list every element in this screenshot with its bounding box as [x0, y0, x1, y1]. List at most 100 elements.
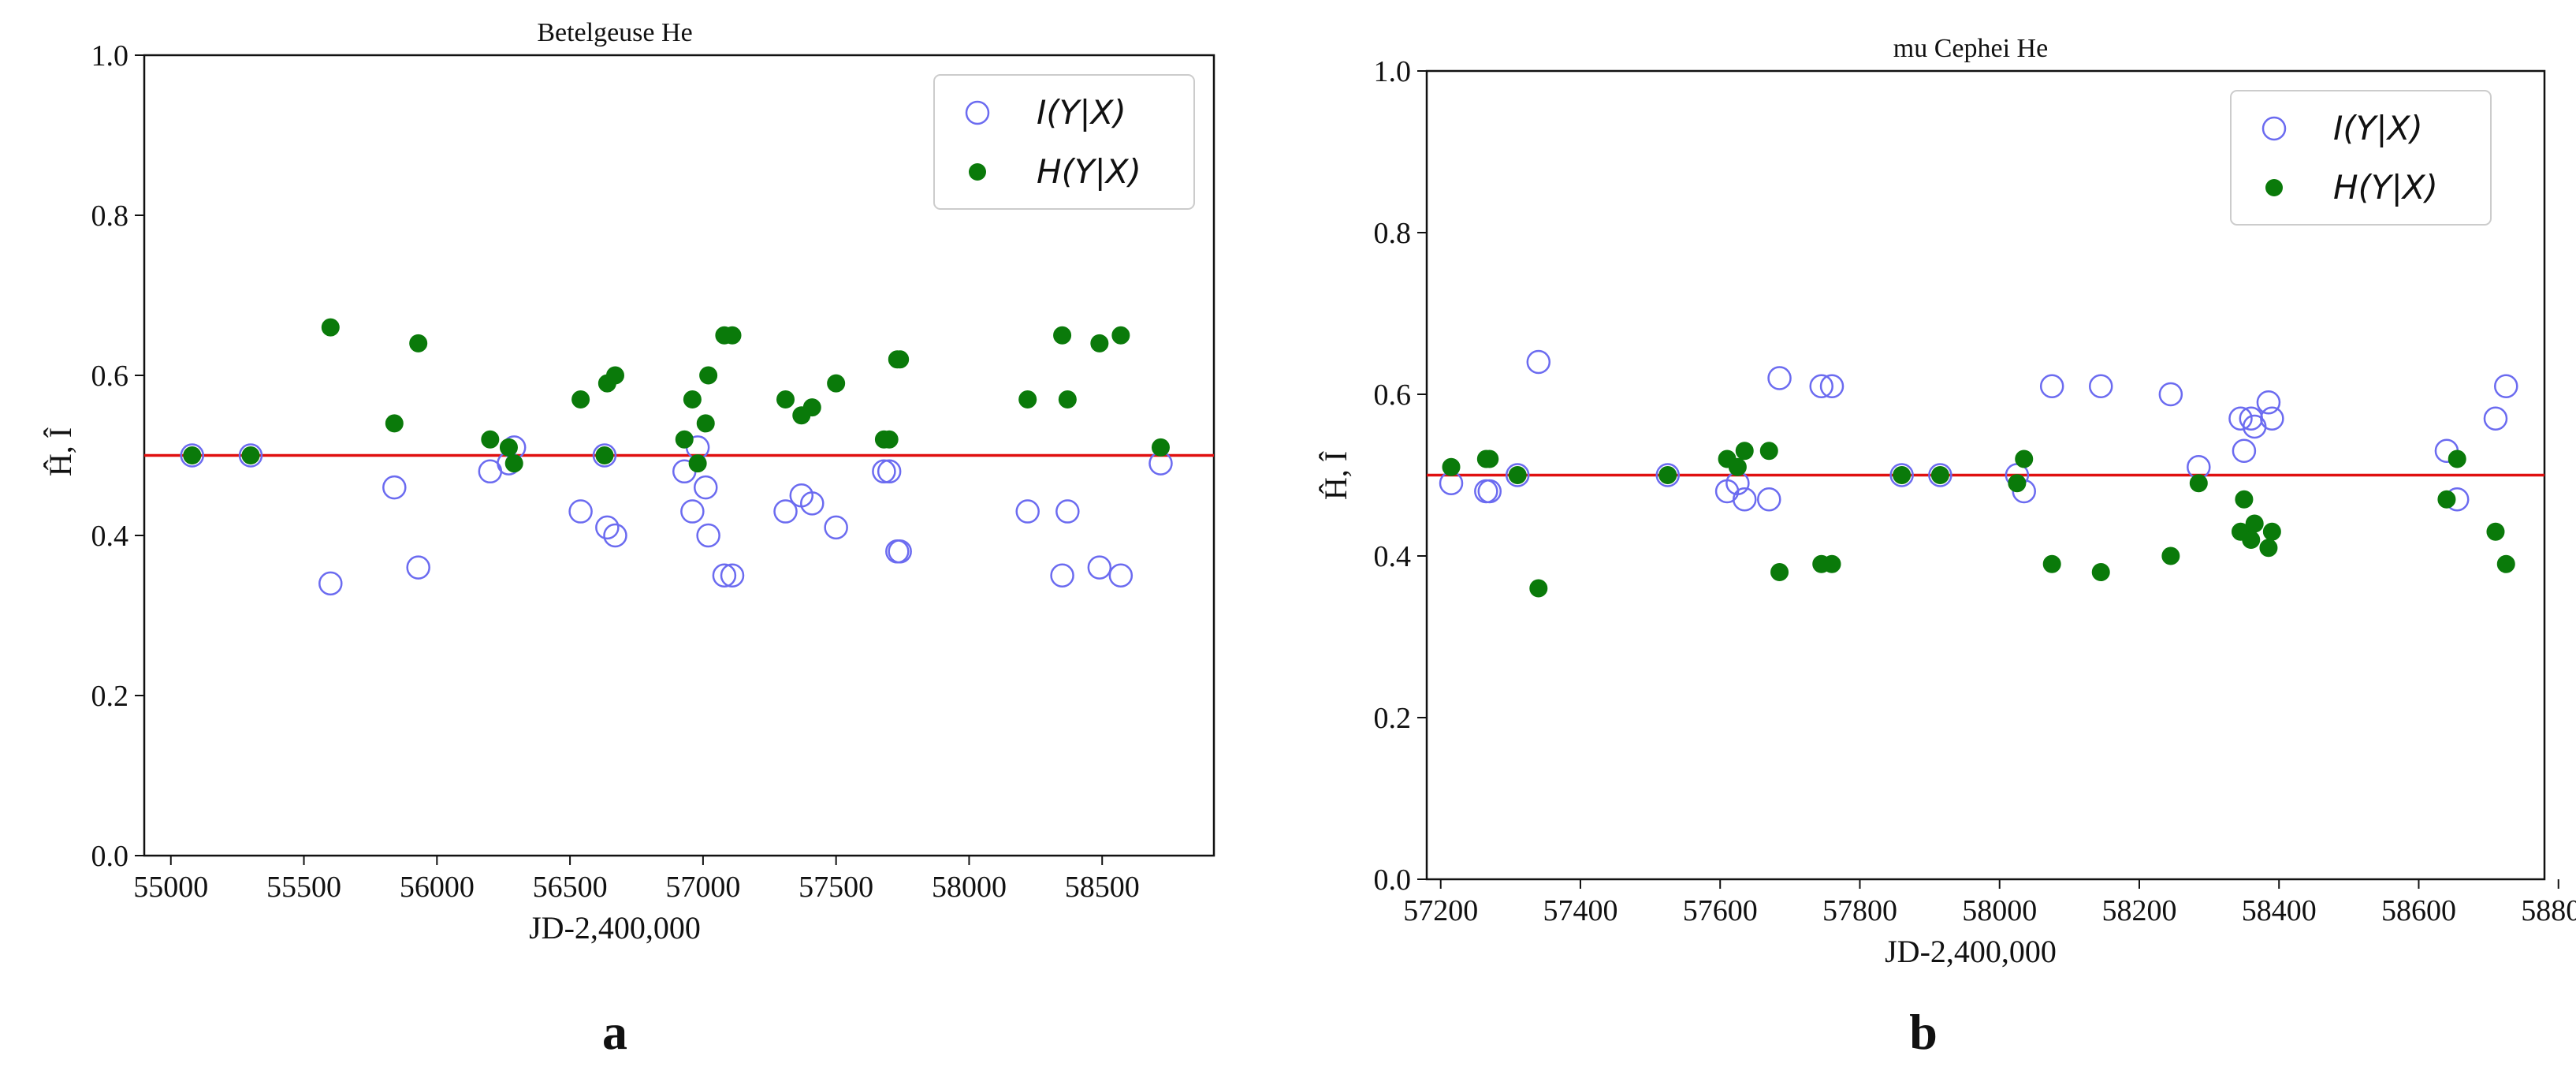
panel-a-label: a: [602, 1004, 627, 1060]
panel-a-h-point: [891, 350, 910, 369]
panel-a-h-point: [409, 334, 428, 352]
panel-a-h-point: [499, 438, 518, 457]
panel-b-h-point: [1508, 466, 1527, 484]
panel-a-h-point: [688, 454, 707, 473]
panel-b-i-point: [2088, 374, 2113, 398]
panel-a-h-point: [571, 390, 590, 408]
panel-b-h-point: [2486, 522, 2505, 541]
panel-b-h-point: [1822, 554, 1841, 573]
panel-b-ytick-label: 0.2: [1374, 702, 1412, 735]
panel-a-h-point: [595, 446, 614, 464]
panel-b-i-point: [2228, 406, 2253, 431]
panel-b-h-point: [2042, 554, 2061, 573]
panel-a-legend: [933, 74, 1195, 210]
panel-a-ytick-label: 0.6: [91, 360, 129, 393]
panel-b-i-point: [2494, 374, 2518, 398]
panel-a-h-point: [675, 430, 694, 449]
panel-a-h-point: [683, 390, 702, 408]
panel-b-i-point: [2158, 382, 2183, 407]
panel-a-h-point: [385, 414, 404, 433]
panel-b-h-point: [1930, 466, 1949, 484]
panel-b-h-point: [2008, 474, 2027, 493]
panel-b-h-point: [2015, 449, 2034, 468]
panel-a-xtick-label: 55500: [266, 871, 341, 904]
panel-a-h-point: [1090, 334, 1109, 352]
panel-b-i-point: [1928, 463, 1952, 487]
panel-b-i-point: [2260, 406, 2284, 431]
panel-a-i-point: [318, 571, 343, 596]
panel-b-i-point: [1526, 349, 1551, 375]
panel-a-i-point: [800, 491, 825, 516]
panel-b-i-point: [1757, 487, 1781, 512]
panel-a-ytick-label: 0.0: [91, 840, 129, 873]
panel-a-i-point: [592, 443, 617, 468]
panel-b-h-point: [1728, 457, 1747, 476]
panel-b-xtick-label: 57600: [1683, 894, 1758, 927]
panel-a-i-point: [696, 523, 720, 548]
panel-b-h-point: [2189, 474, 2208, 493]
panel-a: Betelgeuse He 55000 55500 56000 56500 57000 5…: [43, 18, 1215, 1060]
panel-b-ytick-label: 0.8: [1374, 217, 1412, 250]
panel-a-h-point: [827, 374, 846, 393]
panel-b-legend-marker: [2265, 179, 2283, 196]
panel-a-i-point: [888, 539, 912, 564]
panel-a-h-point: [802, 398, 821, 417]
panel-a-h-point: [1053, 326, 1072, 345]
panel-b-i-point: [2483, 406, 2508, 431]
panel-b-h-point: [1480, 449, 1499, 468]
panel-b-h-point: [1770, 563, 1789, 581]
panel-b-ytick-label: 0.6: [1374, 379, 1412, 412]
panel-a-ytick-label: 0.4: [91, 520, 129, 553]
panel-a-h-point: [880, 430, 899, 449]
panel-a-xlabel: JD-2,400,000: [529, 910, 701, 946]
panel-b-h-point: [1442, 457, 1461, 476]
panel-b-h-point: [2091, 563, 2110, 581]
panel-a-h-point: [699, 366, 718, 385]
panel-a-i-point: [238, 443, 263, 468]
panel-b-h-point: [2496, 554, 2515, 573]
panel-b-xtick-label: 57800: [1822, 894, 1897, 927]
panel-b-h-point: [1759, 442, 1778, 461]
panel-a-title: Betelgeuse He: [537, 18, 692, 47]
panel-b-legend-marker: [2261, 116, 2287, 141]
panel-a-i-point: [1015, 499, 1040, 524]
panel-b-ytick-label: 0.0: [1374, 864, 1412, 897]
panel-a-i-point: [406, 555, 430, 580]
panel-a-i-point: [1087, 555, 1112, 580]
panel-a-xtick-label: 57000: [665, 871, 740, 904]
panel-b-i-point: [1889, 463, 1914, 487]
panel-b-ytick-label: 1.0: [1374, 55, 1412, 88]
panel-a-h-point: [183, 446, 202, 464]
panel-b-ytick-label: 0.4: [1374, 540, 1412, 573]
panel-b-xtick-label: 58400: [2242, 894, 2317, 927]
panel-a-i-point: [712, 563, 737, 587]
panel-a-h-point: [696, 414, 715, 433]
panel-a-h-point: [776, 390, 795, 408]
panel-a-legend-label: H(Y|X): [1037, 152, 1141, 191]
panel-b-xtick-label: 57400: [1543, 894, 1617, 927]
panel-a-i-point: [877, 459, 902, 484]
panel-a-xtick-label: 57500: [798, 871, 873, 904]
panel-a-i-point: [1055, 499, 1080, 524]
panel-a-i-point: [824, 515, 848, 540]
panel-a-xtick-label: 55000: [133, 871, 208, 904]
panel-b-legend-label: I(Y|X): [2333, 109, 2423, 147]
panel-b-h-point: [2448, 449, 2466, 468]
panel-b-xtick-label: 58000: [1962, 894, 2037, 927]
panel-b-i-point: [1505, 463, 1530, 487]
panel-a-h-point: [1151, 438, 1170, 457]
panel-b-plot-area: 57200 57400 57600 57800 58000 58200 58400 58600…: [1374, 55, 2576, 927]
panel-b-legend: [2230, 90, 2492, 226]
panel-a-h-point: [605, 366, 624, 385]
panel-b-h-point: [2161, 546, 2180, 565]
panel-a-xtick-label: 56500: [533, 871, 608, 904]
panel-b-i-point: [1809, 374, 1833, 398]
panel-a-plot-area: 55000 55500 56000 56500 57000 57500 58000 58500…: [91, 39, 1215, 904]
panel-b-i-point: [2039, 374, 2064, 398]
panel-a-i-point: [595, 515, 620, 540]
panel-b-h-point: [1893, 466, 1912, 484]
panel-a-h-point: [723, 326, 742, 345]
panel-a-i-point: [382, 475, 407, 500]
